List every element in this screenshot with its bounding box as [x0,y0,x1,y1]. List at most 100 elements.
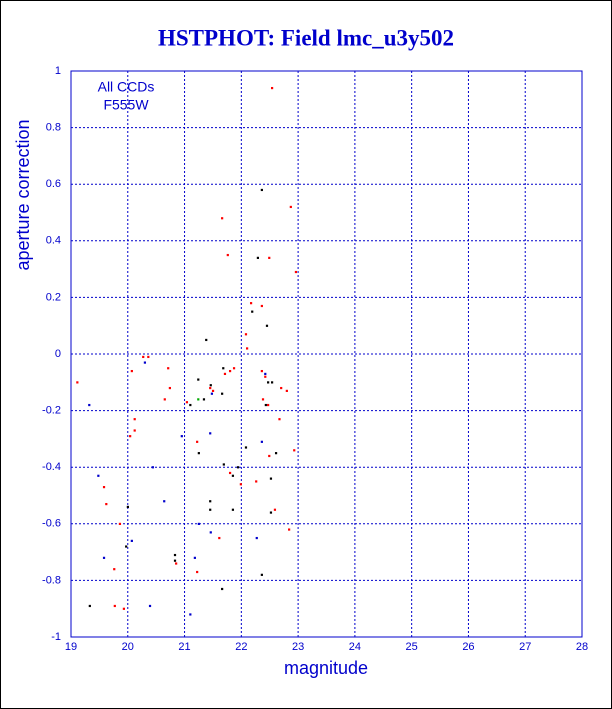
point [205,338,208,342]
x-axis-label: magnitude [284,658,368,678]
point [97,474,100,477]
point [211,389,215,392]
point [244,446,248,449]
point [264,372,267,376]
point [180,435,183,438]
point [228,369,232,373]
x-tick-label: 22 [235,641,247,653]
point [133,418,136,421]
point [130,369,133,373]
point [113,568,116,571]
point [256,256,259,259]
point [285,389,288,392]
y-tick-label: 0.8 [46,122,61,134]
x-tick-label: 21 [178,641,190,653]
point [209,432,212,435]
x-tick-label: 25 [406,641,418,653]
y-tick-label: 0.2 [46,291,61,303]
point [270,381,274,384]
point [231,508,235,511]
y-tick-label: 1 [55,65,61,77]
point [288,528,291,531]
point [142,355,145,359]
point [223,372,227,376]
point [197,522,200,525]
point [294,270,298,274]
point [197,452,200,455]
point [251,310,254,313]
point [185,401,189,404]
point [221,587,224,591]
point [163,398,166,401]
point [189,613,192,616]
x-tick-label: 28 [576,641,588,653]
point [268,256,271,259]
point [236,466,240,469]
point [197,398,200,401]
point [148,604,152,608]
x-tick-label: 24 [349,641,361,653]
point [175,562,178,565]
chart-title: HSTPHOT: Field lmc_u3y502 [158,25,454,50]
point [221,217,224,220]
point [260,188,263,192]
x-tick-label: 20 [122,641,134,653]
point [126,505,129,509]
point [273,508,277,511]
point [102,486,106,489]
point [143,361,147,364]
point [231,474,235,477]
point [130,539,133,542]
point [267,381,270,384]
point [151,466,154,469]
point [196,440,199,443]
y-axis-label: aperture correction [13,119,33,270]
point [173,553,177,557]
point [265,324,269,327]
point [210,392,214,395]
point [244,333,248,336]
point [274,452,278,455]
point [209,384,212,387]
annotation: F555W [103,97,149,113]
point [202,398,206,401]
point [209,531,212,534]
point [222,367,225,370]
x-tick-label: 27 [519,641,531,653]
point [264,403,267,407]
point [255,536,258,540]
point [133,429,136,432]
point [209,386,212,390]
point [209,508,212,511]
point [268,454,271,458]
point [88,403,91,407]
point [88,604,91,608]
point [269,511,273,514]
point [147,355,150,359]
point [163,500,166,503]
y-tick-label: -0.4 [42,461,61,473]
point [168,386,171,390]
point [293,449,296,452]
point [232,367,236,370]
point [118,522,122,525]
point [255,480,258,483]
point [260,304,263,308]
point [197,378,200,381]
point [189,403,192,407]
y-tick-label: 0.4 [46,235,61,247]
point [209,500,212,503]
y-tick-label: -1 [51,631,61,643]
y-tick-label: -0.8 [42,574,61,586]
y-tick-label: -0.2 [42,405,61,417]
point [167,367,170,370]
point [173,559,177,562]
point [246,347,249,350]
point [228,471,232,475]
point [239,483,242,486]
point [267,403,270,407]
point [221,392,224,395]
point [76,381,79,384]
y-tick-label: 0.6 [46,178,61,190]
